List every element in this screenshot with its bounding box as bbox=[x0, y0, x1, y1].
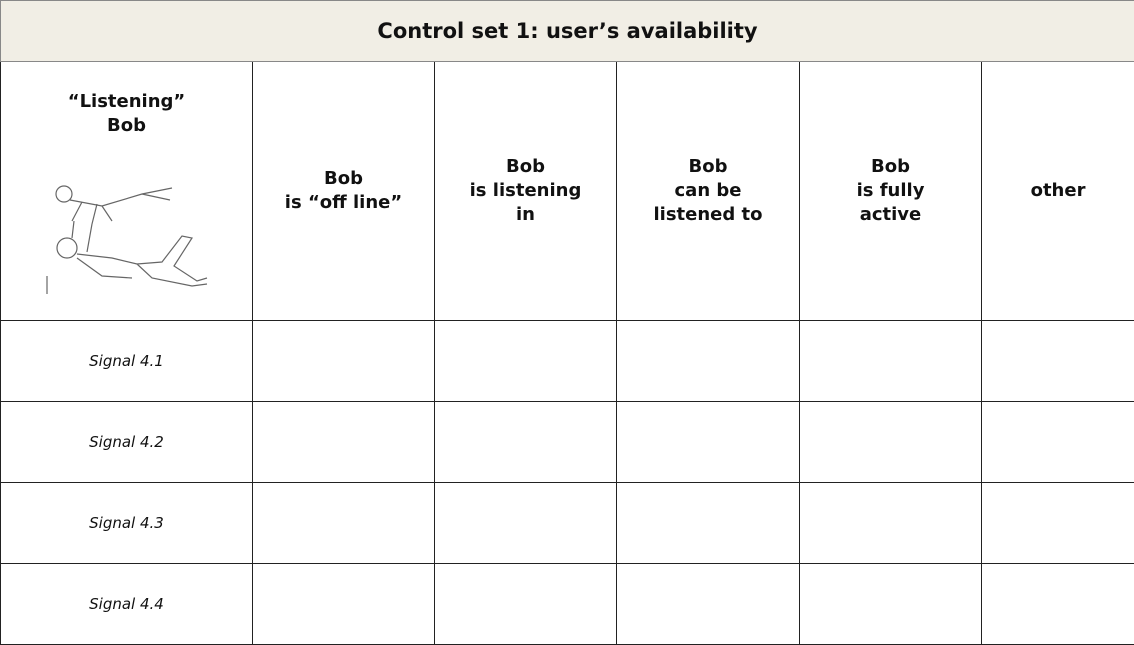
empty-cell bbox=[982, 483, 1134, 564]
header-cell: “Listening” Bob bbox=[1, 62, 253, 321]
empty-cell bbox=[253, 402, 435, 483]
empty-cell bbox=[800, 564, 982, 645]
header-cell: Bob is fully active bbox=[800, 62, 982, 321]
empty-cell bbox=[435, 321, 617, 402]
empty-cell bbox=[435, 483, 617, 564]
empty-cell bbox=[982, 402, 1134, 483]
empty-cell bbox=[617, 321, 800, 402]
signal-row: Signal 4.4 bbox=[1, 564, 1134, 645]
illustration bbox=[42, 166, 212, 296]
header-cell: Bob is listening in bbox=[435, 62, 617, 321]
empty-cell bbox=[800, 321, 982, 402]
header-text: “Listening” Bob bbox=[1, 90, 252, 138]
header-cell: Bob can be listened to bbox=[617, 62, 800, 321]
empty-cell bbox=[253, 483, 435, 564]
header-cell: other bbox=[982, 62, 1134, 321]
empty-cell bbox=[617, 402, 800, 483]
empty-cell bbox=[435, 402, 617, 483]
signal-row: Signal 4.2 bbox=[1, 402, 1134, 483]
empty-cell bbox=[800, 483, 982, 564]
header-cell: Bob is “off line” bbox=[253, 62, 435, 321]
signal-label: Signal 4.4 bbox=[1, 564, 253, 645]
table-title: Control set 1: user’s availability bbox=[1, 1, 1134, 62]
empty-cell bbox=[982, 321, 1134, 402]
empty-cell bbox=[617, 483, 800, 564]
signal-row: Signal 4.1 bbox=[1, 321, 1134, 402]
empty-cell bbox=[253, 564, 435, 645]
signal-label: Signal 4.1 bbox=[1, 321, 253, 402]
signal-label: Signal 4.2 bbox=[1, 402, 253, 483]
empty-cell bbox=[800, 402, 982, 483]
empty-cell bbox=[617, 564, 800, 645]
empty-cell bbox=[982, 564, 1134, 645]
signal-label: Signal 4.3 bbox=[1, 483, 253, 564]
page: Control set 1: user’s availability “List… bbox=[0, 0, 1134, 623]
empty-cell bbox=[253, 321, 435, 402]
signal-row: Signal 4.3 bbox=[1, 483, 1134, 564]
title-row: Control set 1: user’s availability bbox=[1, 1, 1134, 62]
empty-cell bbox=[435, 564, 617, 645]
header-row: “Listening” Bob Bob is “off line” Bob is… bbox=[1, 62, 1134, 321]
